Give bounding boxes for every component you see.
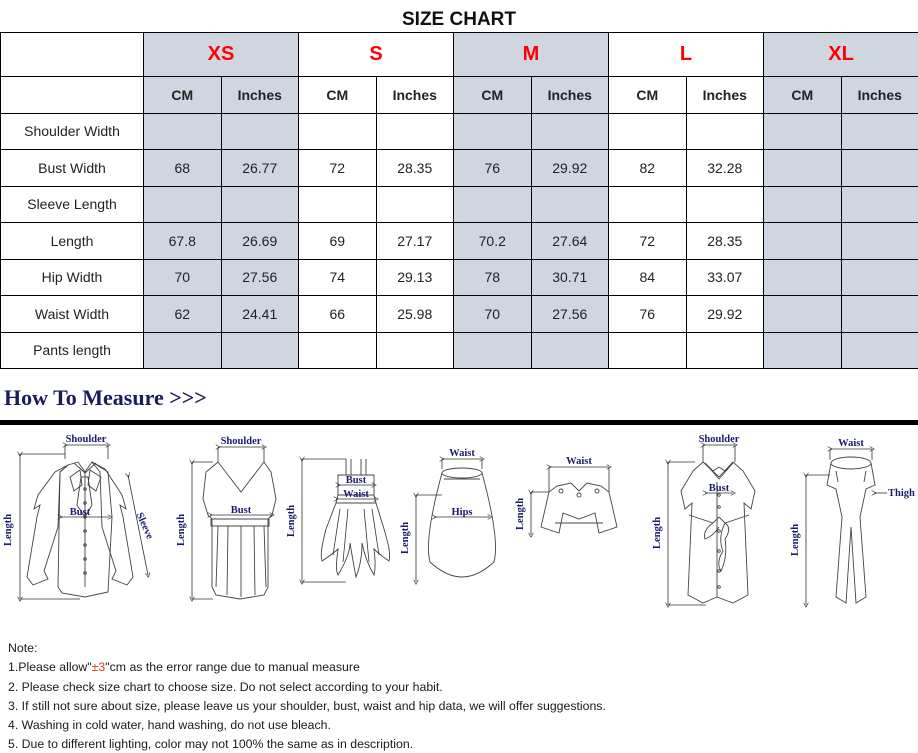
svg-text:Hips: Hips xyxy=(451,507,472,518)
svg-text:Length: Length xyxy=(176,514,187,546)
svg-text:Bust: Bust xyxy=(709,483,730,494)
svg-text:Length: Length xyxy=(3,514,14,546)
svg-text:Sleeve: Sleeve xyxy=(134,511,156,541)
svg-text:Length: Length xyxy=(515,498,526,530)
svg-text:Length: Length xyxy=(652,517,663,549)
svg-text:Thigh: Thigh xyxy=(888,488,915,499)
svg-text:Waist: Waist xyxy=(838,438,864,449)
svg-text:Shoulder: Shoulder xyxy=(221,436,262,447)
svg-text:Length: Length xyxy=(286,505,297,537)
svg-text:Length: Length xyxy=(400,522,411,554)
svg-text:Length: Length xyxy=(790,524,801,556)
svg-text:Waist: Waist xyxy=(449,448,475,459)
svg-text:Bust: Bust xyxy=(346,475,367,486)
svg-text:Waist: Waist xyxy=(566,456,592,467)
svg-text:Shoulder: Shoulder xyxy=(66,434,107,445)
svg-text:Bust: Bust xyxy=(70,507,91,518)
svg-text:Bust: Bust xyxy=(231,505,252,516)
svg-text:Shoulder: Shoulder xyxy=(699,434,740,445)
svg-text:Waist: Waist xyxy=(343,489,369,500)
